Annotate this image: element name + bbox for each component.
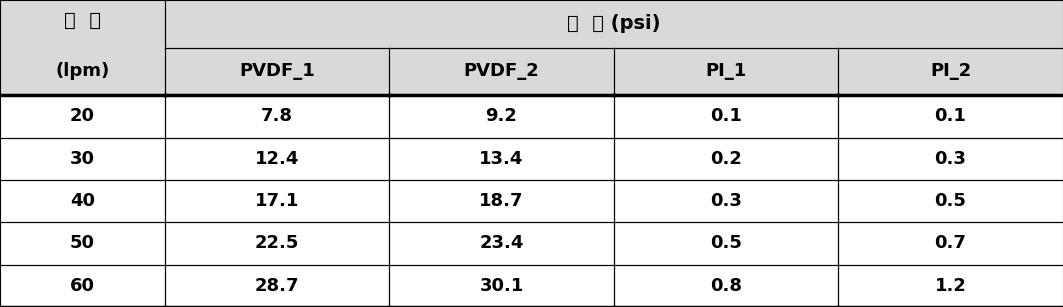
Bar [839,180,1063,222]
Text: 50: 50 [70,235,95,252]
Text: 0.2: 0.2 [710,150,742,168]
Bar [389,138,613,180]
Bar [613,48,839,95]
Text: PI_2: PI_2 [930,62,972,80]
Text: 20: 20 [70,107,95,125]
Text: 유  량: 유 량 [64,10,101,29]
Text: 9.2: 9.2 [486,107,518,125]
Bar [165,222,389,265]
Bar [839,265,1063,307]
Bar [165,0,1063,48]
Bar [839,48,1063,95]
Bar [389,222,613,265]
Bar [0,0,165,95]
Text: 12.4: 12.4 [255,150,299,168]
Text: 0.1: 0.1 [710,107,742,125]
Bar [0,265,165,307]
Bar [165,138,389,180]
Text: 28.7: 28.7 [255,277,300,295]
Text: 30: 30 [70,150,95,168]
Text: 40: 40 [70,192,95,210]
Bar [613,138,839,180]
Bar [0,180,165,222]
Text: PI_1: PI_1 [706,62,746,80]
Text: 17.1: 17.1 [255,192,299,210]
Text: 0.1: 0.1 [934,107,966,125]
Text: 60: 60 [70,277,95,295]
Text: 22.5: 22.5 [255,235,299,252]
Bar [0,95,165,138]
Bar [613,95,839,138]
Bar [165,95,389,138]
Bar [389,265,613,307]
Text: 30.1: 30.1 [479,277,524,295]
Bar [839,222,1063,265]
Text: 7.8: 7.8 [261,107,293,125]
Bar [0,222,165,265]
Bar [839,138,1063,180]
Text: (lpm): (lpm) [55,62,109,80]
Text: 0.3: 0.3 [710,192,742,210]
Bar [613,265,839,307]
Bar [165,48,389,95]
Text: PVDF_2: PVDF_2 [463,62,539,80]
Bar [389,180,613,222]
Bar [165,180,389,222]
Bar [613,222,839,265]
Bar [389,48,613,95]
Text: 0.5: 0.5 [934,192,966,210]
Text: 13.4: 13.4 [479,150,524,168]
Text: 0.7: 0.7 [934,235,966,252]
Text: 18.7: 18.7 [479,192,524,210]
Text: 차  압 (psi): 차 압 (psi) [567,14,660,33]
Text: 0.3: 0.3 [934,150,966,168]
Bar [389,95,613,138]
Bar [0,138,165,180]
Text: PVDF_1: PVDF_1 [239,62,315,80]
Bar [165,265,389,307]
Bar [839,95,1063,138]
Text: 0.5: 0.5 [710,235,742,252]
Text: 0.8: 0.8 [710,277,742,295]
Text: 1.2: 1.2 [934,277,966,295]
Text: 23.4: 23.4 [479,235,524,252]
Bar [613,180,839,222]
